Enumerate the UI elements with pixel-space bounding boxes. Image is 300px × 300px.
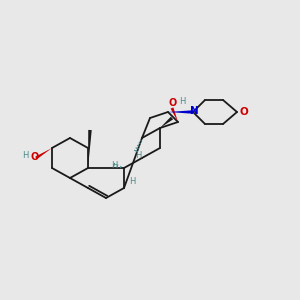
Polygon shape bbox=[160, 117, 173, 128]
Polygon shape bbox=[35, 148, 52, 159]
Text: H: H bbox=[22, 151, 28, 160]
Text: O: O bbox=[31, 152, 39, 162]
Text: N: N bbox=[190, 106, 198, 116]
Text: H: H bbox=[129, 178, 135, 187]
Text: O: O bbox=[240, 107, 248, 117]
Text: H: H bbox=[135, 151, 141, 160]
Polygon shape bbox=[168, 110, 193, 114]
Polygon shape bbox=[171, 107, 178, 122]
Text: H: H bbox=[111, 161, 117, 170]
Text: O: O bbox=[169, 98, 177, 108]
Text: H: H bbox=[179, 98, 185, 106]
Polygon shape bbox=[88, 130, 92, 168]
